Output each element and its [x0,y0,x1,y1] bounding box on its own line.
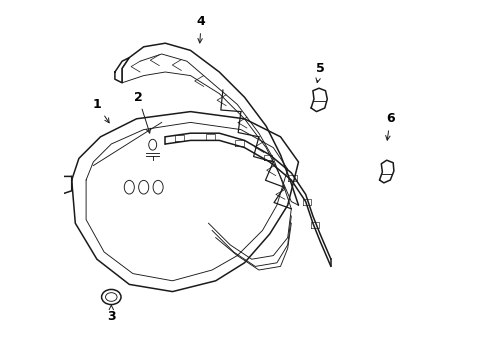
Text: 1: 1 [92,98,109,123]
Text: 5: 5 [315,62,324,82]
Text: 3: 3 [107,305,115,323]
Text: 4: 4 [197,15,205,43]
Text: 6: 6 [385,112,394,140]
Text: 2: 2 [134,91,150,133]
